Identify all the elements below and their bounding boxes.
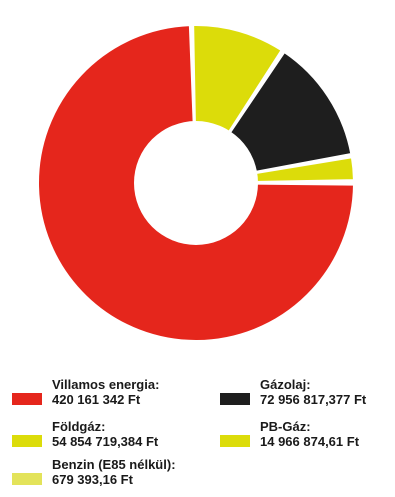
legend-value: 420 161 342 Ft	[52, 392, 141, 407]
legend-swatch	[12, 435, 42, 447]
legend-label: Benzin (E85 nélkül):	[52, 457, 176, 472]
legend-swatch	[220, 435, 250, 447]
legend-item-benzin: Benzin (E85 nélkül): 679 393,16 Ft	[12, 457, 176, 487]
legend-swatch	[220, 393, 250, 405]
legend-value: 14 966 874,61 Ft	[260, 434, 360, 449]
legend-item-pb-gaz: PB-Gáz: 14 966 874,61 Ft	[220, 419, 359, 449]
legend-label: Gázolaj:	[260, 377, 311, 392]
legend-swatch	[12, 473, 42, 485]
legend-swatch	[12, 393, 42, 405]
legend-label: PB-Gáz:	[260, 419, 311, 434]
legend-label: Földgáz:	[52, 419, 106, 434]
donut-hole	[134, 121, 258, 245]
legend-value: 54 854 719,384 Ft	[52, 434, 159, 449]
legend-item-foldgaz: Földgáz: 54 854 719,384 Ft	[12, 419, 158, 449]
legend-label: Villamos energia:	[52, 377, 160, 392]
legend-value: 679 393,16 Ft	[52, 472, 133, 487]
legend-item-gazolaj: Gázolaj: 72 956 817,377 Ft	[220, 377, 366, 407]
legend-value: 72 956 817,377 Ft	[260, 392, 367, 407]
legend-item-villamos-energia: Villamos energia: 420 161 342 Ft	[12, 377, 159, 407]
